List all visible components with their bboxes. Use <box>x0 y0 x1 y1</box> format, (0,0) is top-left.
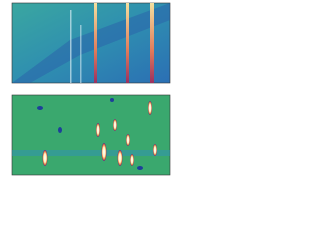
peak <box>113 119 117 131</box>
bottom-panel <box>11 94 171 176</box>
peak <box>117 150 123 166</box>
figure <box>11 2 171 176</box>
peak <box>153 144 157 156</box>
peak <box>96 123 100 137</box>
band <box>12 150 170 156</box>
peak <box>101 143 107 161</box>
peak <box>148 101 152 115</box>
peak <box>126 134 130 146</box>
streak <box>150 3 154 83</box>
top-panel <box>11 2 171 84</box>
peak <box>130 154 134 166</box>
peak <box>42 150 48 166</box>
streak <box>70 10 72 83</box>
streak <box>80 25 82 83</box>
plot-area <box>11 94 171 176</box>
spot <box>58 127 62 133</box>
spot <box>137 166 143 170</box>
streak <box>126 3 129 83</box>
spot <box>110 98 114 102</box>
band <box>12 3 170 83</box>
spot <box>37 106 43 110</box>
streak <box>94 3 97 83</box>
